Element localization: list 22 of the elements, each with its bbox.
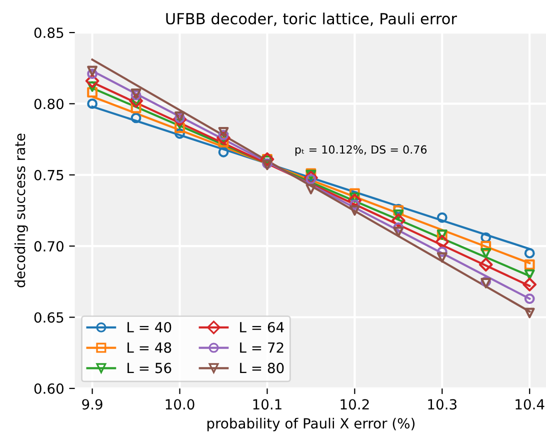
- y-tick-label: 0.70: [34, 241, 64, 252]
- y-tick-label: 0.60: [34, 383, 64, 394]
- x-tick-label: 10.3: [428, 399, 456, 410]
- x-tick-label: 9.9: [82, 399, 102, 410]
- x-tick-label: 10.1: [253, 399, 282, 410]
- legend-label: L = 40: [128, 322, 172, 332]
- y-tick-label: 0.65: [34, 312, 64, 323]
- y-tick-label: 0.75: [34, 170, 64, 180]
- legend-label: L = 64: [240, 322, 284, 332]
- chart-title: UFBB decoder, toric lattice, Pauli error: [166, 12, 457, 26]
- y-tick-label: 0.80: [34, 98, 64, 110]
- y-axis-title: decoding success rate: [14, 134, 28, 288]
- x-tick-label: 10.0: [166, 399, 194, 410]
- y-tick-label: 0.85: [34, 28, 64, 38]
- x-axis-title: probability of Pauli X error (%): [207, 418, 415, 432]
- legend-label: L = 72: [240, 342, 284, 353]
- legend-label: L = 56: [128, 362, 172, 374]
- annotation: pₜ = 10.12%, DS = 0.76: [295, 145, 427, 156]
- legend-label: L = 80: [240, 362, 284, 374]
- legend-label: L = 48: [128, 342, 172, 353]
- x-tick-label: 10.4: [516, 399, 544, 410]
- x-tick-label: 10.2: [340, 399, 369, 410]
